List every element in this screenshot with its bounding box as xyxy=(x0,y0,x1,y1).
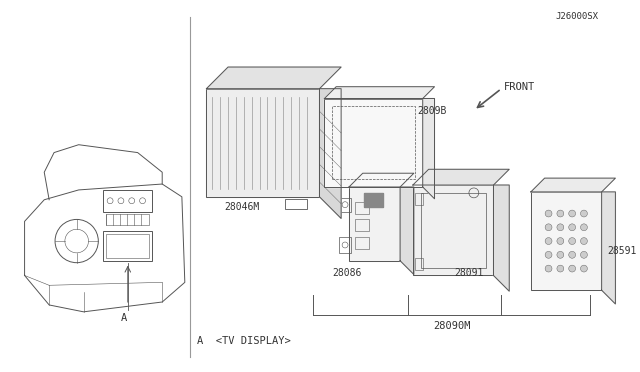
Bar xyxy=(415,258,423,270)
Circle shape xyxy=(569,224,575,231)
Bar xyxy=(332,106,415,179)
Text: 28591: 28591 xyxy=(607,246,637,256)
Bar xyxy=(413,185,493,275)
Circle shape xyxy=(580,265,588,272)
Text: 28046M: 28046M xyxy=(224,202,259,212)
Circle shape xyxy=(569,238,575,244)
Bar xyxy=(349,187,400,261)
Circle shape xyxy=(557,251,564,258)
Text: 28091: 28091 xyxy=(454,267,484,278)
Bar xyxy=(285,199,307,209)
Bar xyxy=(324,99,423,187)
Bar xyxy=(415,193,423,205)
Text: A  <TV DISPLAY>: A <TV DISPLAY> xyxy=(196,336,291,346)
Text: FRONT: FRONT xyxy=(504,82,536,92)
Polygon shape xyxy=(349,187,400,261)
Circle shape xyxy=(569,251,575,258)
Text: 28090M: 28090M xyxy=(433,321,471,331)
Circle shape xyxy=(580,210,588,217)
Circle shape xyxy=(569,210,575,217)
Circle shape xyxy=(557,210,564,217)
Polygon shape xyxy=(531,192,602,290)
Text: 28086: 28086 xyxy=(332,267,362,278)
Bar xyxy=(106,214,149,225)
Polygon shape xyxy=(364,193,383,206)
Polygon shape xyxy=(319,89,341,218)
Circle shape xyxy=(557,224,564,231)
Circle shape xyxy=(580,238,588,244)
Polygon shape xyxy=(413,169,509,185)
Polygon shape xyxy=(493,185,509,291)
Polygon shape xyxy=(349,173,414,187)
Text: A: A xyxy=(121,313,127,323)
Text: 2809B: 2809B xyxy=(418,106,447,116)
Polygon shape xyxy=(324,87,435,99)
Circle shape xyxy=(580,251,588,258)
Bar xyxy=(355,237,369,249)
Bar xyxy=(339,198,351,212)
Circle shape xyxy=(545,251,552,258)
Bar xyxy=(531,192,602,290)
Bar xyxy=(339,237,351,253)
Bar xyxy=(355,219,369,231)
Circle shape xyxy=(545,238,552,244)
Circle shape xyxy=(569,265,575,272)
Bar xyxy=(106,234,149,258)
Polygon shape xyxy=(531,178,616,192)
Circle shape xyxy=(557,265,564,272)
Circle shape xyxy=(580,224,588,231)
Polygon shape xyxy=(400,187,414,275)
Polygon shape xyxy=(602,192,616,304)
Bar xyxy=(420,193,486,267)
Polygon shape xyxy=(324,99,423,187)
Circle shape xyxy=(545,265,552,272)
Circle shape xyxy=(545,224,552,231)
Polygon shape xyxy=(423,99,435,199)
Bar xyxy=(207,89,319,197)
Text: J26000SX: J26000SX xyxy=(556,12,598,22)
Bar xyxy=(103,231,152,261)
Circle shape xyxy=(557,238,564,244)
Polygon shape xyxy=(207,67,341,89)
Circle shape xyxy=(545,210,552,217)
Bar xyxy=(355,202,369,214)
Polygon shape xyxy=(413,185,493,275)
Polygon shape xyxy=(207,89,319,197)
Bar xyxy=(364,193,383,206)
Bar xyxy=(103,190,152,212)
